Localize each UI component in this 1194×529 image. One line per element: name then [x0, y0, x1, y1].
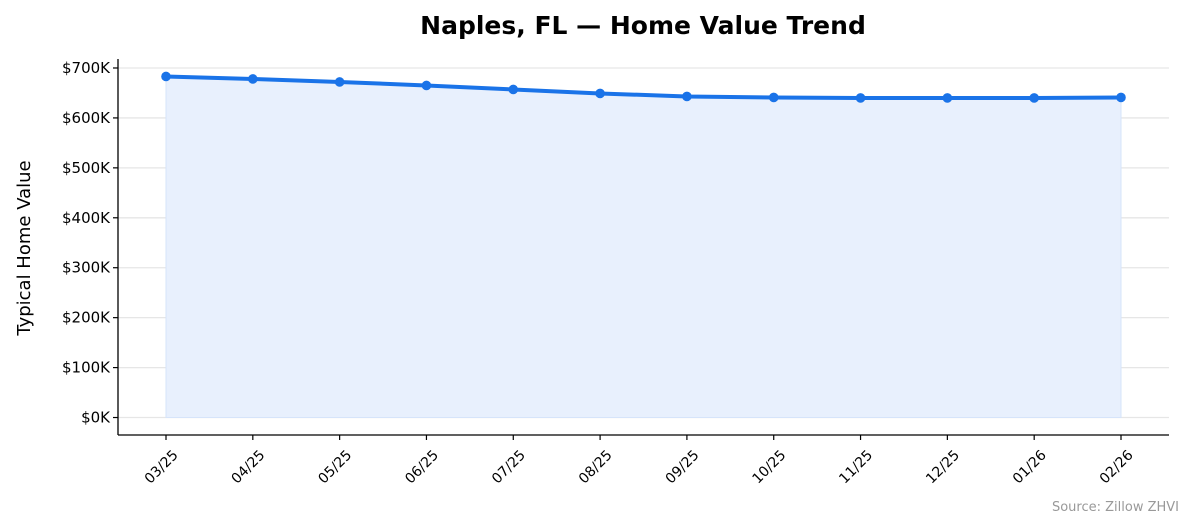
- chart-title: Naples, FL — Home Value Trend: [420, 11, 866, 40]
- y-tick-label: $100K: [62, 359, 111, 377]
- data-point: [508, 84, 519, 95]
- y-tick-label: $300K: [62, 259, 111, 277]
- x-tick-label: 06/25: [402, 447, 442, 487]
- data-point: [682, 91, 692, 102]
- x-tick-label: 08/25: [576, 447, 616, 487]
- data-point: [421, 80, 432, 91]
- x-tick-label: 03/25: [142, 447, 182, 487]
- y-axis-ticks: $0K $100K $200K $300K $400K $500K $600K $700K: [62, 59, 118, 427]
- x-tick-label: 01/26: [1010, 447, 1050, 487]
- data-point: [768, 92, 779, 103]
- series-line: [164, 74, 1123, 100]
- y-tick-label: $500K: [62, 159, 111, 177]
- data-point: [1116, 92, 1126, 103]
- data-points: [161, 71, 1126, 103]
- x-tick-label: 02/26: [1097, 447, 1137, 487]
- x-tick-label: 10/25: [749, 447, 789, 487]
- y-tick-label: $0K: [81, 409, 111, 427]
- axes: [117, 59, 1169, 436]
- x-tick-label: 12/25: [923, 447, 963, 487]
- x-tick-label: 04/25: [229, 447, 269, 487]
- y-tick-label: $200K: [62, 309, 111, 327]
- y-tick-label: $700K: [62, 59, 111, 77]
- x-tick-label: 11/25: [836, 447, 876, 487]
- data-point: [942, 93, 953, 103]
- data-point: [1029, 93, 1039, 103]
- area-fill: [165, 75, 1122, 419]
- y-tick-label: $600K: [62, 109, 111, 127]
- y-axis-label: Typical Home Value: [14, 160, 35, 336]
- data-point: [595, 88, 605, 99]
- y-tick-label: $400K: [62, 209, 111, 227]
- data-point: [161, 71, 171, 82]
- x-tick-label: 09/25: [663, 447, 703, 487]
- area-layer: [165, 75, 1122, 419]
- line-layer: [164, 74, 1123, 100]
- x-tick-label: 05/25: [315, 447, 355, 487]
- x-tick-label: 07/25: [489, 447, 529, 487]
- source-note: Source: Zillow ZHVI: [1052, 500, 1179, 515]
- data-point: [248, 74, 258, 84]
- data-point: [855, 93, 866, 103]
- x-axis-ticks: 03/25 04/25 05/25 06/25 07/25 08/25 09/25 10/25…: [142, 435, 1137, 487]
- data-point: [334, 77, 345, 87]
